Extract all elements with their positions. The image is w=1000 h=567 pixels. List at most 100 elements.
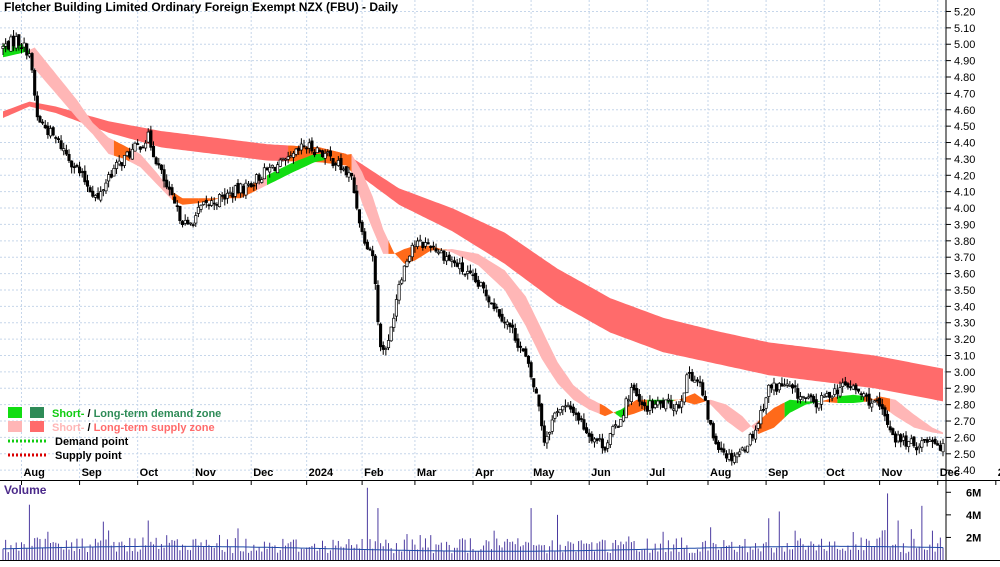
- candle-body: [883, 407, 887, 417]
- candle-body: [439, 250, 443, 254]
- candle-body: [310, 140, 314, 152]
- month-label: 2025: [998, 467, 1000, 479]
- candle-body: [225, 192, 229, 199]
- candle-body: [80, 171, 84, 173]
- candle-body: [518, 345, 523, 348]
- month-label: Dec: [253, 467, 273, 479]
- candle-body: [909, 438, 913, 444]
- candle-body: [431, 245, 435, 248]
- candle-body: [571, 406, 575, 414]
- legend-swatch: [8, 407, 22, 418]
- candle-body: [379, 323, 383, 348]
- candle-body: [254, 174, 259, 184]
- candle-body: [809, 394, 813, 398]
- candle-body: [305, 147, 309, 150]
- candle-body: [798, 396, 802, 400]
- month-label: Feb: [364, 467, 384, 479]
- candle-body: [402, 265, 406, 282]
- candle-body: [817, 403, 821, 409]
- candle-body: [307, 142, 311, 149]
- candle-body: [711, 423, 715, 439]
- candle-body: [727, 453, 731, 460]
- candle-body: [513, 328, 517, 341]
- candle-body: [849, 386, 853, 388]
- candle-body: [1, 46, 5, 49]
- candle-body: [167, 186, 171, 190]
- candle-body: [107, 174, 111, 182]
- candle-body: [247, 183, 251, 186]
- candle-body: [682, 392, 686, 403]
- candle-body: [598, 438, 602, 440]
- candle-body: [714, 435, 718, 445]
- candle-body: [371, 250, 375, 257]
- candle-body: [629, 387, 633, 402]
- candle-body: [268, 167, 272, 173]
- volume-average-line: [3, 545, 944, 552]
- candle-body: [653, 403, 657, 408]
- candle-body: [342, 168, 346, 171]
- candle-body: [363, 231, 367, 244]
- candle-body: [616, 426, 620, 428]
- candle-body: [526, 355, 530, 364]
- candle-body: [83, 170, 87, 183]
- candle-body: [265, 167, 269, 171]
- candle-body: [511, 324, 515, 328]
- price-tick-label: 4.10: [954, 187, 975, 199]
- candle-body: [149, 130, 153, 148]
- candle-body: [769, 384, 773, 389]
- candle-body: [426, 242, 430, 245]
- candle-body: [207, 204, 211, 207]
- candle-body: [212, 202, 216, 205]
- candle-body: [862, 393, 866, 398]
- candle-body: [838, 387, 842, 397]
- candle-body: [764, 397, 768, 409]
- month-label: Aug: [710, 467, 731, 479]
- candle-body: [194, 215, 198, 224]
- candle-body: [624, 398, 628, 419]
- candle-body: [460, 262, 464, 272]
- candle-body: [941, 443, 945, 453]
- candle-body: [294, 148, 298, 155]
- month-label: 2024: [309, 467, 334, 479]
- candle-body: [640, 401, 644, 406]
- candle-body: [537, 394, 541, 407]
- candle-body: [130, 148, 134, 160]
- candle-body: [215, 204, 219, 206]
- candle-body: [830, 396, 834, 399]
- candle-body: [122, 155, 127, 166]
- candle-body: [780, 383, 784, 387]
- candle-body: [257, 174, 261, 181]
- candle-body: [104, 182, 108, 192]
- candle-body: [30, 53, 34, 71]
- price-tick-label: 3.70: [954, 252, 975, 264]
- candle-body: [157, 163, 161, 166]
- candle-body: [735, 453, 739, 458]
- price-tick-label: 3.80: [954, 236, 975, 248]
- candle-body: [276, 164, 280, 174]
- legend-swatch: [30, 421, 44, 432]
- short-term-zone-segment: [890, 398, 943, 435]
- candle-body: [893, 433, 898, 443]
- candle-body: [204, 200, 208, 203]
- candle-body: [14, 36, 18, 49]
- candle-body: [751, 433, 755, 439]
- candle-body: [386, 340, 391, 349]
- candle-body: [389, 326, 393, 342]
- candle-body: [22, 42, 26, 48]
- candle-body: [796, 388, 800, 399]
- candle-body: [114, 161, 119, 169]
- volume-title: Volume: [4, 483, 47, 497]
- candle-body: [336, 160, 340, 166]
- candle-body: [592, 438, 597, 443]
- candle-body: [658, 400, 663, 404]
- candle-body: [724, 453, 729, 459]
- candle-body: [516, 338, 520, 348]
- candle-body: [228, 191, 232, 194]
- candle-body: [56, 138, 60, 141]
- price-tick-label: 3.30: [954, 318, 975, 330]
- candle-body: [318, 149, 322, 153]
- candle-body: [566, 404, 570, 407]
- candle-body: [851, 385, 855, 390]
- price-tick-label: 4.50: [954, 121, 975, 133]
